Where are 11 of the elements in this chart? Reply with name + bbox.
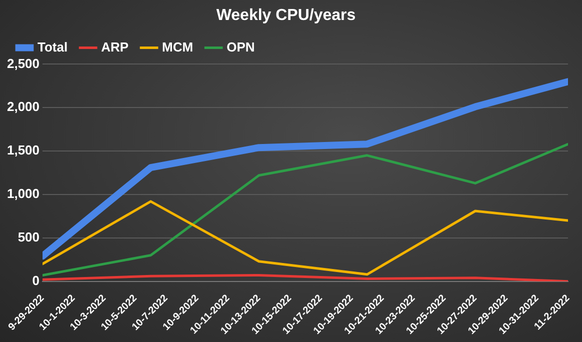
y-tick-label: 0 — [32, 272, 40, 288]
y-tick-label: 1,000 — [6, 186, 40, 202]
legend-label: ARP — [101, 39, 129, 54]
legend-label: OPN — [226, 39, 255, 54]
y-tick-label: 1,500 — [6, 142, 40, 158]
chart-title: Weekly CPU/years — [216, 7, 356, 24]
legend-label: MCM — [162, 39, 194, 54]
y-tick-label: 500 — [18, 229, 40, 244]
y-tick-label: 2,500 — [6, 56, 40, 71]
y-tick-label: 2,000 — [6, 99, 40, 114]
legend-label: Total — [38, 39, 68, 54]
